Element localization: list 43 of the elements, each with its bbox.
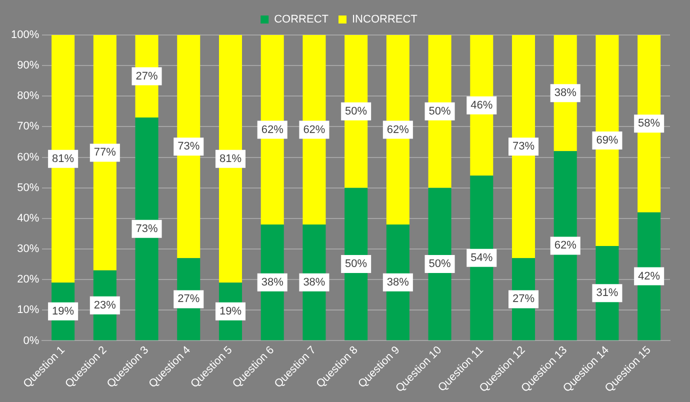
data-label: 73% — [178, 140, 200, 153]
y-tick-label: 80% — [17, 90, 40, 102]
data-label: 38% — [554, 87, 577, 100]
data-label: 58% — [638, 118, 660, 130]
data-label: 50% — [428, 105, 451, 118]
y-tick-label: 70% — [17, 120, 40, 133]
data-label: 54% — [470, 252, 493, 264]
data-label: 23% — [94, 299, 116, 312]
data-label: 46% — [470, 99, 493, 112]
data-label: 62% — [554, 240, 577, 252]
data-label: 81% — [52, 152, 74, 165]
data-label: 38% — [386, 276, 410, 288]
data-label: 42% — [638, 270, 660, 282]
y-tick-label: 0% — [23, 334, 40, 347]
data-label: 77% — [94, 146, 116, 159]
data-label: 73% — [136, 222, 158, 235]
data-label: 69% — [596, 134, 618, 147]
data-label: 27% — [512, 293, 535, 306]
data-label: 62% — [303, 124, 326, 136]
data-label: 38% — [261, 276, 284, 288]
data-label: 62% — [386, 124, 410, 136]
data-label: 27% — [136, 70, 158, 82]
y-tick-label: 100% — [10, 29, 40, 42]
data-label: 81% — [219, 152, 242, 165]
y-tick-label: 40% — [17, 212, 40, 224]
data-label: 38% — [303, 276, 326, 288]
data-label: 31% — [596, 287, 618, 300]
data-label: 73% — [512, 140, 535, 153]
legend-label: CORRECT — [274, 14, 329, 26]
y-tick-label: 20% — [17, 274, 40, 286]
y-tick-label: 90% — [17, 60, 40, 72]
y-tick-label: 60% — [17, 151, 40, 164]
legend-label: INCORRECT — [352, 14, 418, 26]
data-label: 27% — [178, 293, 200, 306]
data-label: 19% — [219, 305, 242, 318]
data-label: 19% — [52, 305, 74, 318]
data-label: 50% — [428, 258, 451, 270]
data-label: 62% — [261, 124, 284, 136]
data-label: 50% — [345, 258, 368, 270]
y-tick-label: 50% — [17, 182, 40, 194]
y-tick-label: 30% — [17, 243, 40, 256]
y-tick-label: 10% — [17, 304, 40, 316]
data-label: 50% — [345, 105, 368, 118]
